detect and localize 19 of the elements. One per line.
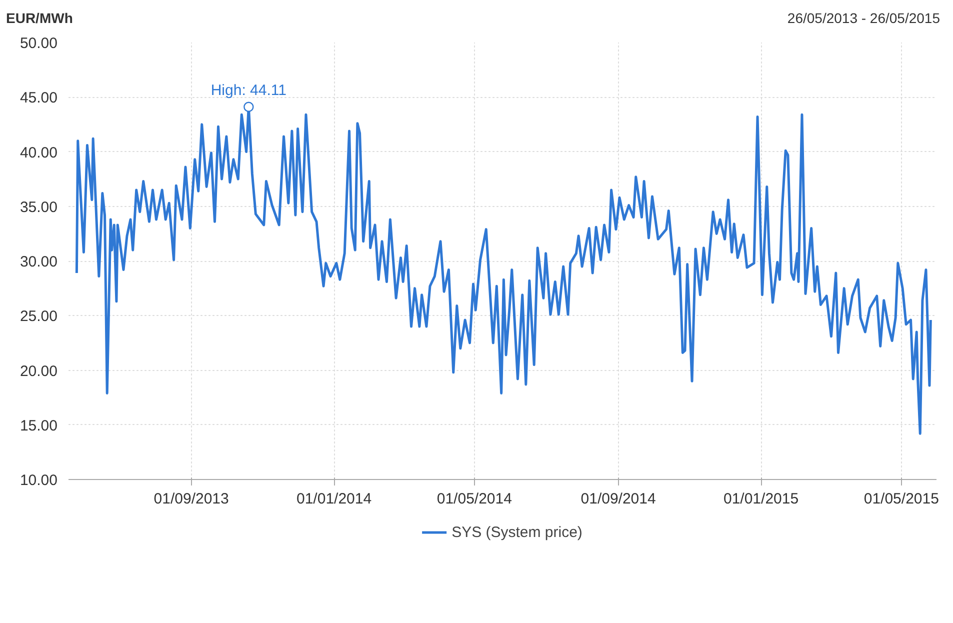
x-tick-label: 01/09/2013 bbox=[154, 490, 229, 508]
y-tick-label: 50.00 bbox=[20, 35, 58, 52]
x-tick-label: 01/05/2015 bbox=[864, 490, 939, 508]
legend-label: SYS (System price) bbox=[452, 524, 582, 540]
x-tick-label: 01/09/2014 bbox=[580, 490, 656, 508]
chart-subtitle: 26/05/2013 - 26/05/2015 bbox=[787, 9, 940, 28]
x-tick-label: 01/01/2015 bbox=[723, 490, 799, 508]
annotation: High: 44.11 bbox=[210, 82, 286, 99]
x-tick-label: 01/05/2014 bbox=[436, 490, 512, 508]
y-axis-title: EUR/MWh bbox=[6, 9, 73, 28]
y-tick-label: 10.00 bbox=[20, 472, 58, 489]
y-tick-label: 25.00 bbox=[20, 308, 58, 326]
y-tick-label: 35.00 bbox=[20, 198, 58, 216]
y-tick-label: 30.00 bbox=[20, 254, 58, 270]
y-tick-label: 15.00 bbox=[20, 417, 58, 434]
y-tick-label: 45.00 bbox=[20, 90, 58, 107]
y-tick-label: 40.00 bbox=[20, 144, 58, 162]
x-tick-label: 01/01/2014 bbox=[296, 490, 372, 508]
y-tick-label: 20.00 bbox=[20, 362, 58, 380]
